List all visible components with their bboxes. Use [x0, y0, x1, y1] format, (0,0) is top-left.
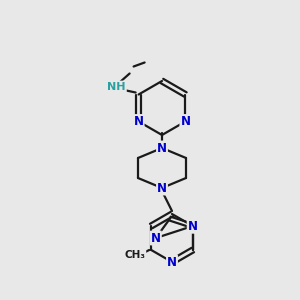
- Text: N: N: [151, 232, 161, 244]
- Text: N: N: [167, 256, 177, 268]
- Text: NH: NH: [107, 82, 126, 92]
- Text: N: N: [134, 115, 144, 128]
- Text: N: N: [188, 220, 198, 232]
- Text: CH₃: CH₃: [125, 250, 146, 260]
- Text: N: N: [180, 115, 190, 128]
- Text: N: N: [157, 182, 167, 194]
- Text: N: N: [157, 142, 167, 154]
- Text: N: N: [188, 220, 198, 232]
